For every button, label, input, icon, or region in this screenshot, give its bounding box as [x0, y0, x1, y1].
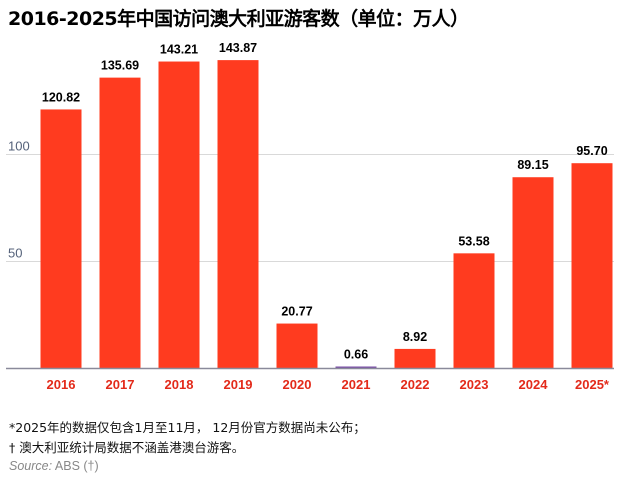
data-label: 53.58	[458, 234, 489, 248]
x-tick-label: 2017	[106, 377, 135, 392]
x-tick-label: 2016	[47, 377, 76, 392]
x-tick-label: 2021	[342, 377, 371, 392]
x-tick-label: 2020	[283, 377, 312, 392]
bar-2018	[158, 61, 200, 368]
bar-chart: 50 100 120.82 2016 135.69 2017 143.21 2018 143.8…	[6, 41, 614, 392]
data-label: 143.21	[160, 43, 198, 57]
data-label: 143.87	[219, 41, 257, 55]
data-label: 20.77	[281, 305, 312, 319]
x-tick-label: 2018	[165, 377, 194, 392]
data-label: 95.70	[576, 144, 607, 158]
y-tick-label: 100	[8, 139, 30, 154]
data-label: 8.92	[403, 330, 427, 344]
data-label: 89.15	[517, 158, 548, 172]
data-label: 0.66	[344, 348, 368, 362]
x-tick-label: 2025*	[575, 377, 610, 392]
footnote-2025: *2025年的数据仅包含1月至11月， 12月份官方数据尚未公布；	[9, 420, 366, 435]
source-text: ABS (†)	[54, 459, 99, 473]
bar-2021	[335, 366, 377, 368]
y-tick-label: 50	[8, 246, 22, 261]
source-line: Source: ABS (†)	[9, 459, 99, 473]
bar-2025*	[571, 163, 613, 368]
bar-2019	[217, 60, 259, 369]
data-label: 120.82	[42, 90, 80, 104]
footnote-abs: † 澳大利亚统计局数据不涵盖港澳台游客。	[9, 440, 245, 455]
footnotes: *2025年的数据仅包含1月至11月， 12月份官方数据尚未公布； † 澳大利亚…	[9, 418, 609, 458]
bar-2017	[99, 77, 141, 368]
bar-2023	[453, 253, 495, 368]
bar-2022	[394, 348, 436, 368]
chart-title: 2016-2025年中国访问澳大利亚游客数（单位：万人）	[8, 8, 469, 30]
data-label: 135.69	[101, 59, 139, 73]
x-tick-label: 2022	[401, 377, 430, 392]
source-label: Source:	[9, 459, 53, 473]
x-tick-label: 2019	[224, 377, 253, 392]
bar-2024	[512, 177, 554, 368]
bar-2016	[40, 109, 82, 369]
bar-2020	[276, 323, 318, 368]
x-tick-label: 2023	[460, 377, 489, 392]
x-tick-label: 2024	[519, 377, 549, 392]
